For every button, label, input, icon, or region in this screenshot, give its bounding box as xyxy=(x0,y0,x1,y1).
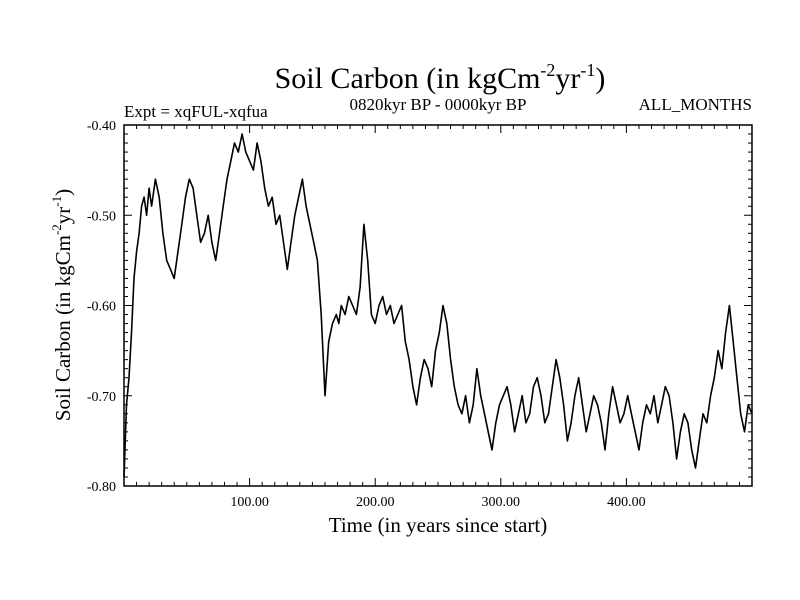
y-tick-label: -0.50 xyxy=(87,209,116,224)
x-tick-label: 300.00 xyxy=(482,495,521,510)
chart-title: Soil Carbon (in kgCm-2yr-1) xyxy=(275,60,606,95)
y-tick-label: -0.60 xyxy=(87,300,116,315)
x-tick-label: 100.00 xyxy=(230,495,269,510)
subtitle-experiment: Expt = xqFUL-xqfua xyxy=(124,102,268,121)
x-tick-label: 200.00 xyxy=(356,495,395,510)
y-tick-label: -0.80 xyxy=(87,480,116,495)
x-axis-ticks: 100.00 200.00 300.00 400.00 xyxy=(136,125,740,510)
series-layer xyxy=(123,133,753,478)
plot-frame xyxy=(123,124,753,487)
y-axis-ticks: -0.40 -0.50 -0.60 -0.70 -0.80 xyxy=(87,119,752,495)
y-tick-label: -0.70 xyxy=(87,390,116,405)
subtitle-months: ALL_MONTHS xyxy=(639,95,752,114)
x-axis-label: Time (in years since start) xyxy=(329,513,548,537)
series-line-soil-carbon xyxy=(123,133,753,478)
y-axis-label: Soil Carbon (in kgCm-2yr-1) xyxy=(49,189,75,421)
x-tick-label: 400.00 xyxy=(607,495,646,510)
subtitle-period: 0820kyr BP - 0000kyr BP xyxy=(350,95,527,114)
y-tick-label: -0.40 xyxy=(87,119,116,134)
